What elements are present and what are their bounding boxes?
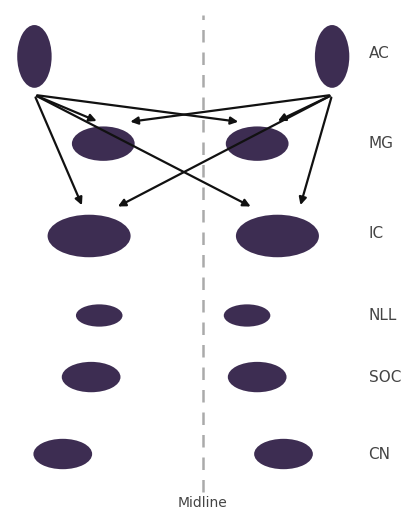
Ellipse shape bbox=[72, 126, 134, 161]
Text: CN: CN bbox=[369, 446, 390, 462]
Ellipse shape bbox=[17, 25, 52, 88]
Text: IC: IC bbox=[369, 226, 384, 241]
Ellipse shape bbox=[76, 304, 122, 327]
Ellipse shape bbox=[228, 362, 287, 392]
Text: SOC: SOC bbox=[369, 369, 401, 385]
Text: MG: MG bbox=[369, 136, 394, 151]
Ellipse shape bbox=[315, 25, 349, 88]
Text: Midline: Midline bbox=[178, 497, 227, 510]
Ellipse shape bbox=[33, 439, 92, 469]
Text: AC: AC bbox=[369, 46, 389, 62]
Ellipse shape bbox=[226, 126, 288, 161]
Ellipse shape bbox=[62, 362, 121, 392]
Ellipse shape bbox=[254, 439, 313, 469]
Ellipse shape bbox=[236, 215, 319, 257]
Ellipse shape bbox=[48, 215, 130, 257]
Ellipse shape bbox=[224, 304, 271, 327]
Text: NLL: NLL bbox=[369, 308, 397, 323]
